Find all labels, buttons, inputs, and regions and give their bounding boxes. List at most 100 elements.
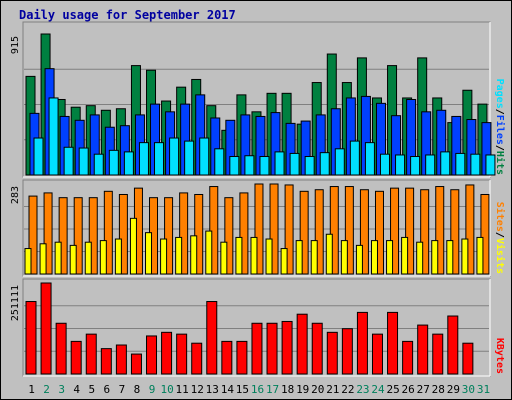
bar-visits-day-7: [114, 238, 122, 275]
bar-pages-day-3: [63, 146, 74, 176]
bar-pages-day-4: [78, 147, 89, 176]
x-label-day: 23: [356, 383, 369, 396]
bar-kbytes-day-20: [311, 322, 323, 375]
legend-item: Files: [494, 115, 506, 145]
bar-sites-day-5: [88, 197, 98, 275]
bar-visits-day-29: [446, 240, 454, 275]
bar-sites-day-24: [374, 190, 384, 275]
x-label-day: 18: [281, 383, 294, 396]
bar-sites-day-18: [284, 184, 294, 275]
bar-pages-day-10: [169, 137, 180, 176]
bar-sites-day-12: [194, 193, 204, 275]
bar-visits-day-11: [175, 236, 183, 275]
bar-sites-day-20: [314, 189, 324, 275]
bar-sites-day-2: [43, 192, 53, 275]
bar-kbytes-day-23: [356, 311, 368, 375]
bar-kbytes-day-13: [206, 301, 218, 375]
bar-visits-day-1: [24, 248, 32, 275]
bar-sites-day-19: [299, 190, 309, 275]
bar-kbytes-day-1: [25, 301, 37, 375]
bar-sites-day-27: [420, 189, 430, 275]
x-label-day: 10: [160, 383, 173, 396]
bar-pages-day-5: [93, 153, 104, 176]
bar-visits-day-24: [370, 240, 378, 275]
bar-visits-day-14: [220, 241, 228, 275]
bar-sites-day-14: [224, 197, 234, 275]
bar-pages-day-6: [108, 149, 119, 176]
legend-item: Pages: [494, 79, 505, 109]
x-label-day: 11: [176, 383, 189, 396]
bar-sites-day-10: [164, 197, 174, 275]
bar-sites-day-13: [209, 186, 219, 275]
bar-pages-day-22: [349, 140, 360, 176]
x-label-day: 30: [462, 383, 475, 396]
bar-pages-day-24: [379, 153, 390, 176]
bar-pages-day-8: [138, 142, 149, 176]
bar-visits-day-4: [69, 244, 77, 275]
bar-kbytes-day-22: [341, 328, 353, 375]
bar-kbytes-day-8: [130, 353, 142, 375]
x-label-day: 8: [134, 383, 141, 396]
bar-kbytes-day-19: [296, 313, 308, 375]
bar-pages-day-21: [334, 148, 345, 176]
bar-kbytes-day-21: [326, 331, 338, 375]
x-label-day: 6: [104, 383, 111, 396]
bar-visits-day-8: [129, 217, 137, 275]
legend-item: Visits: [494, 238, 506, 274]
bar-sites-day-4: [73, 197, 83, 275]
bar-visits-day-5: [84, 241, 92, 275]
x-label-day: 5: [88, 383, 95, 396]
bar-sites-day-7: [118, 193, 128, 275]
bar-sites-day-23: [359, 189, 369, 275]
bar-pages-day-17: [274, 151, 285, 176]
bar-sites-day-11: [179, 192, 189, 275]
bar-visits-day-2: [39, 243, 47, 275]
x-label-day: 21: [326, 383, 339, 396]
bar-sites-day-6: [103, 190, 113, 275]
bar-kbytes-day-5: [85, 333, 97, 375]
bar-pages-day-9: [154, 142, 165, 176]
x-label-day: 31: [477, 383, 490, 396]
bar-kbytes-day-18: [281, 320, 293, 375]
bar-visits-day-31: [476, 236, 484, 275]
x-label-day: 28: [432, 383, 445, 396]
bar-kbytes-day-25: [387, 311, 399, 375]
bar-kbytes-day-10: [161, 331, 173, 375]
legend-item: KBytes: [494, 338, 505, 374]
x-label-day: 27: [417, 383, 430, 396]
x-label-day: 1: [28, 383, 35, 396]
bar-sites-day-3: [58, 197, 68, 275]
bar-kbytes-day-29: [447, 315, 459, 375]
bar-pages-day-11: [184, 140, 195, 176]
bar-kbytes-day-6: [100, 348, 112, 375]
bar-pages-day-26: [410, 156, 421, 176]
bar-visits-day-21: [325, 233, 333, 275]
x-label-day: 4: [73, 383, 80, 396]
bar-sites-day-25: [390, 187, 400, 275]
bar-sites-day-17: [269, 183, 279, 275]
legend-kbytes: KBytes: [494, 338, 505, 374]
bar-visits-day-16: [250, 236, 258, 275]
bar-kbytes-day-11: [176, 333, 188, 375]
bar-kbytes-day-28: [432, 333, 444, 375]
bar-kbytes-day-30: [462, 342, 474, 375]
bar-kbytes-day-9: [146, 335, 158, 375]
x-label-day: 2: [43, 383, 50, 396]
bar-pages-day-23: [364, 142, 375, 176]
x-label-day: 22: [341, 383, 354, 396]
x-label-day: 15: [236, 383, 249, 396]
bar-sites-day-30: [465, 184, 475, 275]
bar-sites-day-21: [329, 186, 339, 275]
bar-visits-day-27: [416, 241, 424, 275]
bar-pages-day-31: [485, 154, 496, 176]
bar-pages-day-14: [229, 156, 240, 176]
bar-pages-day-27: [425, 154, 436, 176]
x-label-day: 7: [119, 383, 126, 396]
chart-title: Daily usage for September 2017: [19, 8, 236, 22]
bar-visits-day-19: [295, 240, 303, 275]
legend-item: /: [494, 145, 505, 151]
bar-sites-day-1: [28, 195, 38, 275]
legend-visits-sites: Sites/Visits: [494, 202, 506, 274]
bar-pages-day-2: [48, 97, 59, 176]
